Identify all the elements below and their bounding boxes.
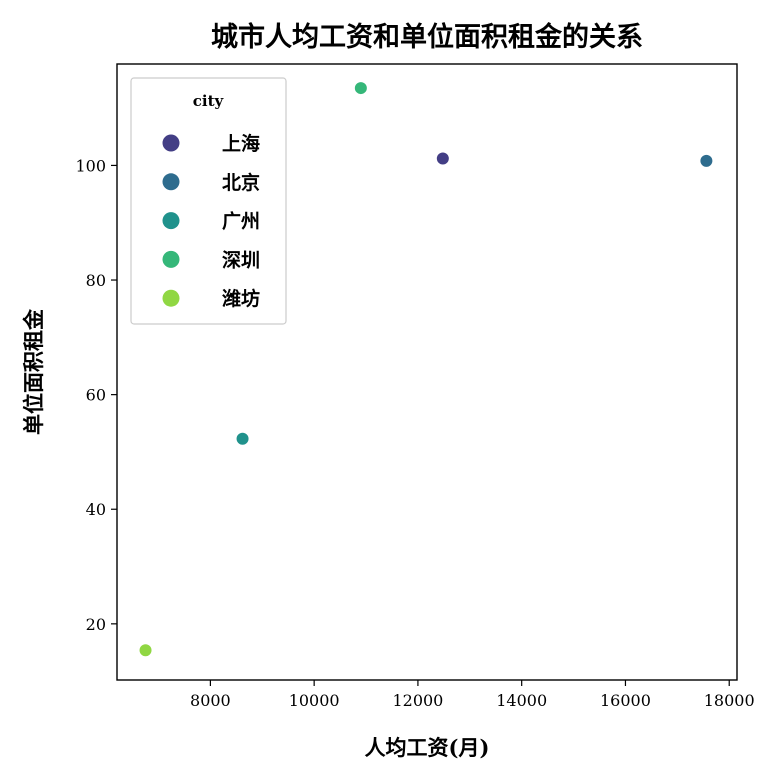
data-point [235, 431, 250, 446]
x-tick-label: 12000 [392, 691, 443, 710]
data-point [138, 643, 153, 658]
legend-label: 潍坊 [221, 287, 260, 310]
legend-marker [162, 250, 180, 268]
legend-marker [162, 173, 180, 191]
data-point [435, 151, 450, 166]
legend-title: city [193, 92, 225, 110]
plot-area-frame [116, 63, 738, 681]
y-tick-label: 40 [86, 500, 106, 519]
x-tick-label: 18000 [704, 691, 755, 710]
legend-label: 深圳 [222, 248, 260, 271]
legend-label: 广州 [222, 210, 260, 233]
axis-ticks: 8000 10000 12000 14000 16000 18000 20 40 60 80 100 [75, 156, 754, 710]
y-tick-label: 20 [86, 615, 106, 634]
y-axis-label: 单位面积租金 [21, 308, 46, 435]
legend-marker [162, 134, 180, 152]
x-tick-label: 10000 [289, 691, 340, 710]
legend-box [130, 77, 287, 325]
legend-label: 北京 [222, 171, 260, 194]
data-points [138, 81, 714, 658]
x-tick-label: 14000 [496, 691, 547, 710]
y-tick-label: 80 [86, 271, 106, 290]
y-tick-label: 100 [75, 156, 106, 175]
x-tick-label: 16000 [600, 691, 651, 710]
data-point [353, 81, 368, 96]
x-axis-label: 人均工资(月) [365, 735, 490, 760]
legend-label: 上海 [222, 132, 260, 155]
legend-marker [162, 212, 180, 230]
y-tick-label: 60 [86, 386, 106, 405]
x-tick-label: 8000 [190, 691, 231, 710]
chart-title: 城市人均工资和单位面积租金的关系 [211, 21, 643, 53]
data-point [699, 153, 714, 168]
legend-marker [162, 289, 180, 307]
